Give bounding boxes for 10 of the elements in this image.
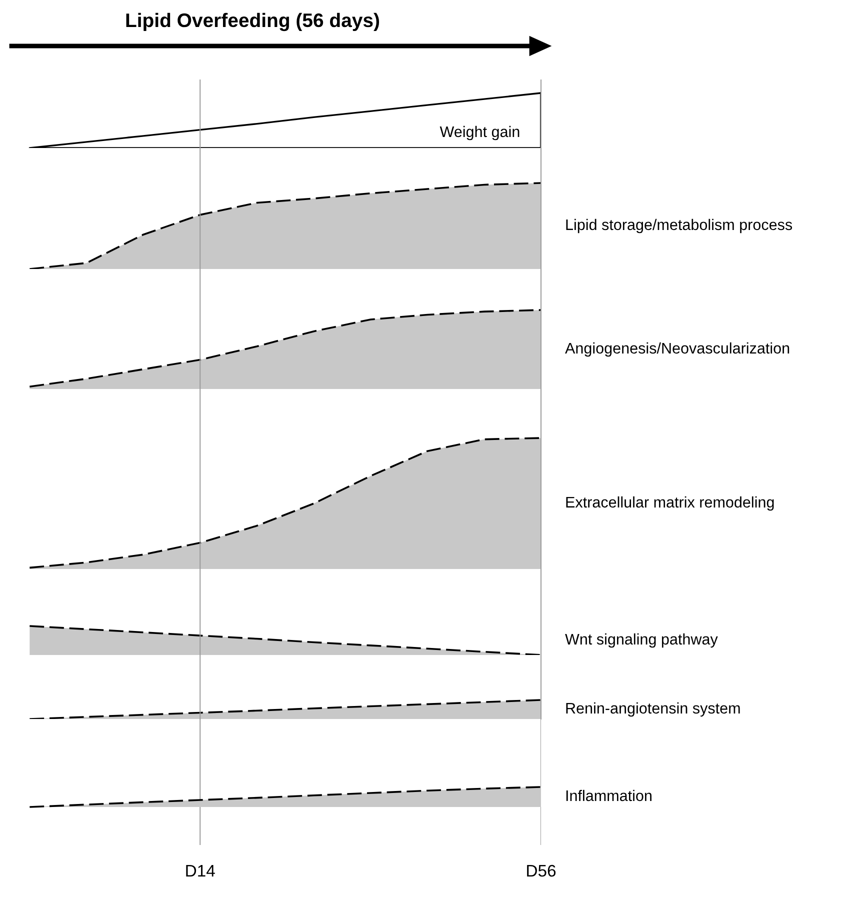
chart-title: Lipid Overfeeding (56 days) xyxy=(126,12,380,32)
text: Lipid storage/metabolism process xyxy=(566,218,792,234)
x-tick-label: D14 xyxy=(186,865,215,877)
text: Angiogenesis/Neovascularization xyxy=(565,342,790,357)
text: Extracellular matrix remodeling xyxy=(566,496,774,511)
annotation: Weight gain xyxy=(440,126,520,140)
text: Renin-angiotensin system xyxy=(566,702,740,717)
text: Wnt signaling pathway xyxy=(565,633,718,648)
text: Inflammation xyxy=(566,790,652,802)
x-tick-label: D56 xyxy=(527,864,556,877)
